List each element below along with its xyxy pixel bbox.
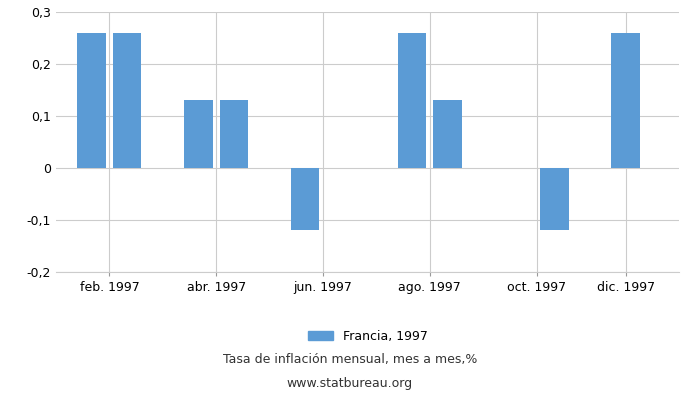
Legend: Francia, 1997: Francia, 1997 [302, 325, 433, 348]
Bar [540, 168, 568, 230]
Bar [113, 33, 141, 168]
Text: Tasa de inflación mensual, mes a mes,%: Tasa de inflación mensual, mes a mes,% [223, 354, 477, 366]
Bar [184, 100, 213, 168]
Bar [611, 33, 640, 168]
Bar [398, 33, 426, 168]
Bar [78, 33, 106, 168]
Text: www.statbureau.org: www.statbureau.org [287, 378, 413, 390]
Bar [433, 100, 462, 168]
Bar [220, 100, 248, 168]
Bar [291, 168, 319, 230]
